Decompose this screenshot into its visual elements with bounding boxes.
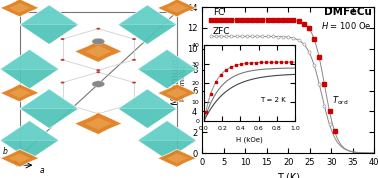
Polygon shape bbox=[9, 153, 30, 163]
Polygon shape bbox=[166, 153, 187, 163]
X-axis label: T (K): T (K) bbox=[277, 172, 300, 178]
Circle shape bbox=[60, 38, 65, 40]
Circle shape bbox=[132, 59, 136, 61]
Circle shape bbox=[96, 28, 100, 30]
Polygon shape bbox=[9, 3, 30, 13]
Polygon shape bbox=[20, 5, 79, 44]
Text: DMFeCu: DMFeCu bbox=[324, 7, 372, 17]
Circle shape bbox=[92, 38, 105, 45]
Text: a: a bbox=[39, 166, 44, 175]
Polygon shape bbox=[138, 121, 197, 160]
Circle shape bbox=[132, 102, 136, 104]
Polygon shape bbox=[85, 118, 112, 130]
Polygon shape bbox=[118, 5, 177, 44]
Polygon shape bbox=[0, 149, 39, 167]
Circle shape bbox=[60, 82, 65, 83]
Circle shape bbox=[132, 82, 136, 83]
Polygon shape bbox=[85, 45, 112, 57]
Text: FC: FC bbox=[213, 9, 225, 17]
Text: ZFC: ZFC bbox=[213, 27, 231, 36]
Polygon shape bbox=[0, 49, 59, 69]
Polygon shape bbox=[20, 5, 79, 25]
Polygon shape bbox=[138, 121, 197, 140]
Polygon shape bbox=[138, 49, 197, 69]
Polygon shape bbox=[74, 41, 122, 62]
Circle shape bbox=[132, 38, 136, 40]
Polygon shape bbox=[74, 113, 122, 135]
Polygon shape bbox=[0, 84, 39, 102]
Text: $H$ = 100 Oe: $H$ = 100 Oe bbox=[321, 20, 372, 31]
Polygon shape bbox=[166, 88, 187, 98]
Polygon shape bbox=[9, 88, 30, 98]
Circle shape bbox=[96, 113, 100, 115]
Text: $T_{\rm ord}$: $T_{\rm ord}$ bbox=[332, 95, 349, 107]
Y-axis label: M (emu/g): M (emu/g) bbox=[171, 55, 181, 105]
Polygon shape bbox=[166, 3, 187, 13]
Polygon shape bbox=[118, 89, 177, 129]
Circle shape bbox=[96, 69, 100, 71]
Polygon shape bbox=[158, 0, 196, 17]
Polygon shape bbox=[20, 89, 79, 129]
Circle shape bbox=[96, 71, 100, 73]
Polygon shape bbox=[118, 5, 177, 25]
Text: b: b bbox=[3, 147, 8, 156]
Polygon shape bbox=[138, 49, 197, 89]
Circle shape bbox=[60, 59, 65, 61]
Circle shape bbox=[60, 102, 65, 104]
Polygon shape bbox=[0, 121, 59, 160]
Polygon shape bbox=[158, 84, 196, 102]
Polygon shape bbox=[118, 89, 177, 109]
Polygon shape bbox=[0, 0, 39, 17]
Circle shape bbox=[92, 81, 105, 87]
Polygon shape bbox=[0, 121, 59, 140]
Polygon shape bbox=[20, 89, 79, 109]
Polygon shape bbox=[158, 149, 196, 167]
Polygon shape bbox=[0, 49, 59, 89]
